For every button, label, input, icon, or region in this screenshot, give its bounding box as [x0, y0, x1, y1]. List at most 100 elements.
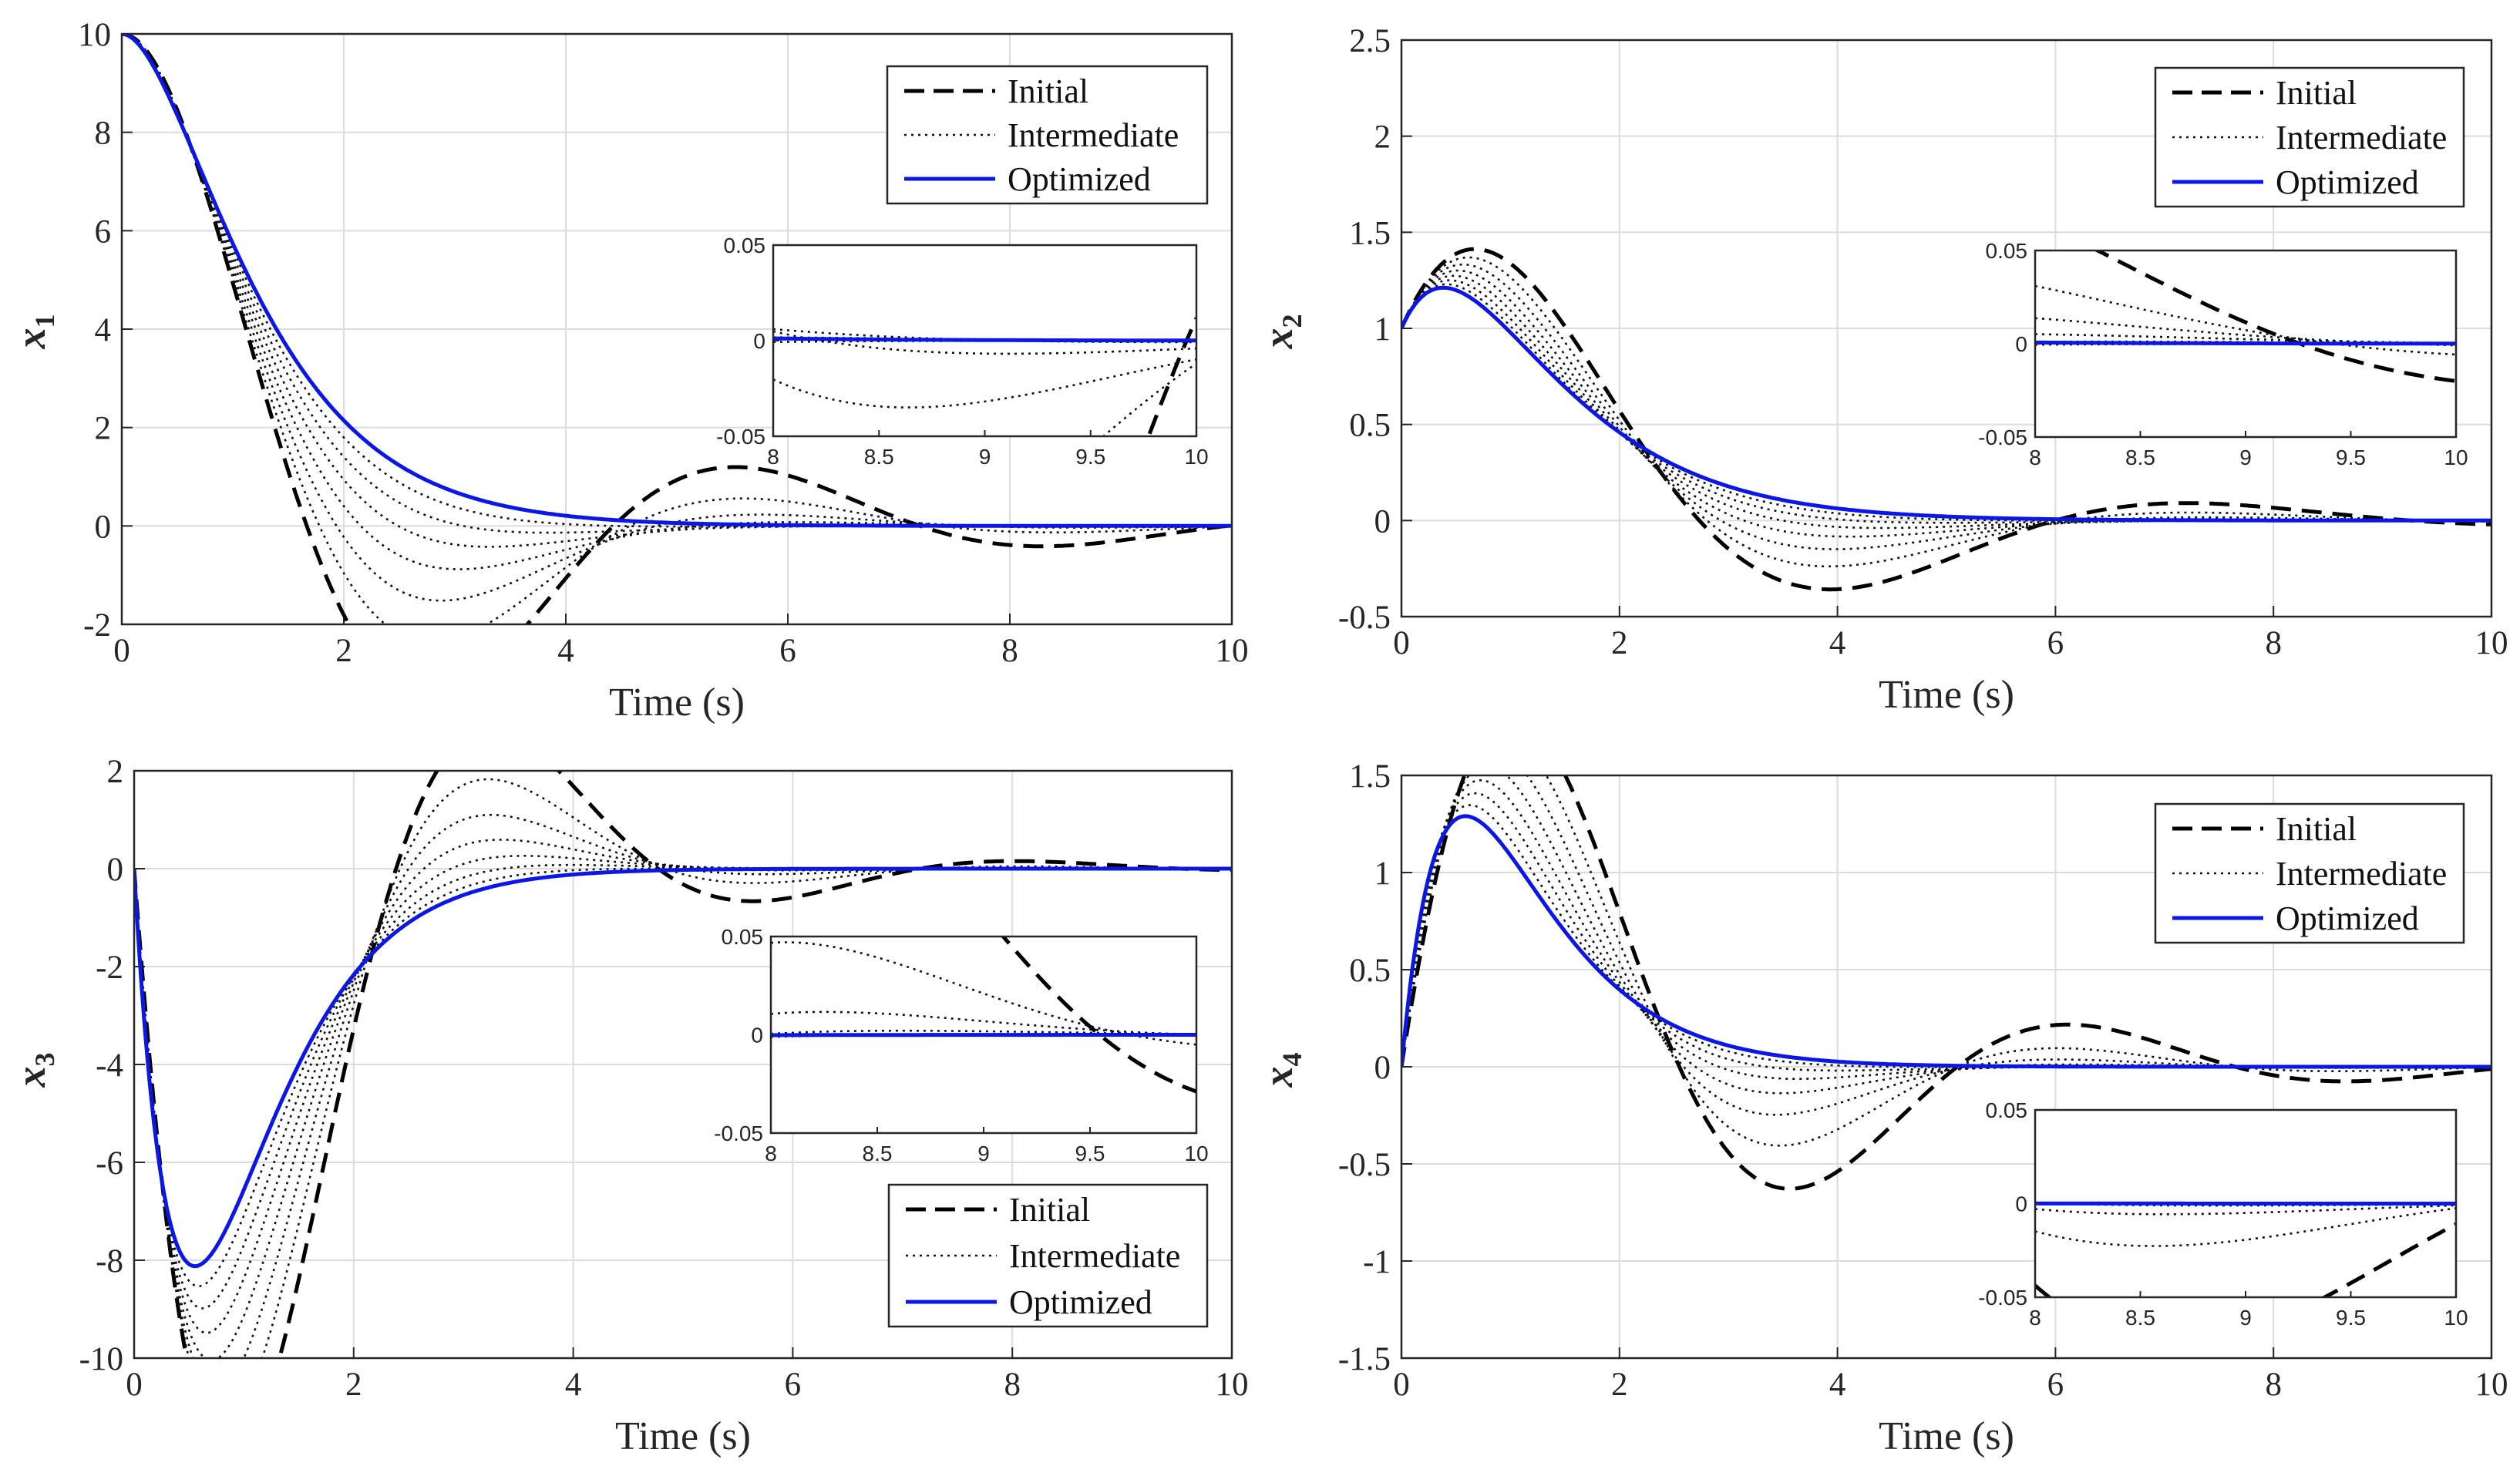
x-tick-label: 2 [1611, 1367, 1628, 1403]
inset-series-line-intermediate [773, 358, 1196, 409]
x-tick-label: 10 [1216, 633, 1249, 669]
y-tick-label: -2 [83, 607, 111, 644]
x-tick-label: 4 [557, 633, 574, 669]
x-axis-label: Time (s) [609, 681, 745, 725]
inset-x-tick-label: 9.5 [1075, 445, 1105, 469]
y-tick-label: -6 [96, 1145, 123, 1182]
x-axis-label: Time (s) [1879, 1414, 2014, 1458]
inset-y-tick-label: 0.05 [1986, 1098, 2028, 1122]
y-axis-label-subscript: 4 [1277, 1053, 1307, 1067]
y-tick-label: 2 [95, 411, 112, 447]
axes-box [1400, 774, 2493, 1360]
x-tick-label: 8 [1001, 633, 1018, 669]
inset-y-tick-label: 0.05 [1986, 239, 2028, 263]
inset-plot: 8 8.5 9 9.5 10 -0.05 0 0.05 [716, 234, 1208, 469]
chart-panel-4: 0 2 4 6 8 10 -1.5 -1 -0.5 0 0.5 1 1.5 8 8.5 9 9.5 10 -0.05… [1255, 758, 2508, 1458]
x-tick-label: 6 [2047, 1367, 2064, 1403]
inset-y-tick-label: 0.05 [724, 234, 766, 257]
series-line-intermediate [1401, 775, 2491, 1147]
inset-x-tick-label: 9.5 [2336, 446, 2366, 469]
legend-label-initial: Initial [1008, 72, 1088, 110]
legend: Initial Intermediate Optimized [2154, 802, 2465, 944]
inset-y-tick-label: 0 [753, 329, 765, 353]
inset-series-group [2035, 251, 2456, 383]
series-line-initial [134, 771, 1232, 1358]
x-tick-label: 0 [1393, 1367, 1410, 1403]
inset-x-tick-label: 8 [765, 1142, 777, 1165]
inset-y-tick-label: -0.05 [1978, 425, 2027, 449]
x-axis-label: Time (s) [1879, 673, 2014, 717]
legend: Initial Intermediate Optimized [2154, 66, 2465, 208]
inset-box [2034, 249, 2458, 439]
series-line-intermediate [1401, 792, 2491, 1072]
inset-x-tick-label: 8.5 [864, 445, 894, 469]
y-axis-label-subscript: 3 [29, 1053, 60, 1067]
y-tick-label: -8 [96, 1243, 123, 1280]
x-axis-label: Time (s) [615, 1414, 751, 1458]
x-tick-label: 8 [2265, 1367, 2282, 1403]
legend-label-optimized: Optimized [1008, 160, 1151, 198]
inset-x-tick-label: 8.5 [2125, 1306, 2155, 1330]
y-tick-label: -0.5 [1338, 1147, 1391, 1183]
inset-series-line-intermediate [2035, 1204, 2456, 1216]
inset-series-group [771, 937, 1196, 1094]
x-tick-label: 4 [1829, 625, 1846, 661]
series-group [1401, 247, 2491, 592]
y-tick-label: -10 [79, 1341, 123, 1377]
x-tick-label: 2 [345, 1367, 362, 1403]
inset-y-tick-label: -0.05 [714, 1121, 763, 1145]
y-axis-label-var: x [1255, 328, 1301, 350]
series-group [134, 771, 1232, 1358]
y-tick-label: 1.5 [1349, 758, 1391, 795]
inset-x-tick-label: 9 [977, 1142, 990, 1165]
y-tick-label: -0.5 [1338, 600, 1391, 636]
inset-series-line-intermediate [2035, 317, 2456, 347]
y-axis-label-subscript: 2 [1277, 314, 1307, 328]
inset-x-tick-label: 10 [2444, 446, 2468, 469]
series-line-initial [1401, 775, 2491, 1191]
y-axis-label-var: x [8, 328, 54, 350]
legend-label-intermediate: Intermediate [1008, 116, 1179, 154]
series-line-optimized [1401, 814, 2491, 1069]
legend-label-optimized: Optimized [2276, 900, 2419, 937]
x-tick-label: 6 [785, 1367, 802, 1403]
inset-series-line-intermediate [773, 339, 1196, 343]
inset-series-line-intermediate [773, 328, 1196, 344]
inset-x-tick-label: 8 [2029, 1306, 2041, 1330]
x-tick-label: 10 [2475, 625, 2508, 661]
x-tick-label: 4 [1829, 1367, 1846, 1403]
inset-y-tick-label: 0 [2015, 332, 2027, 356]
legend-label-initial: Initial [1009, 1191, 1090, 1229]
x-tick-label: 4 [565, 1367, 582, 1403]
inset-x-tick-label: 8 [767, 445, 779, 469]
inset-series-line-intermediate [2035, 333, 2456, 345]
x-tick-label: 10 [1216, 1367, 1249, 1403]
inset-y-tick-label: 0 [751, 1024, 763, 1048]
inset-x-tick-label: 9 [979, 445, 991, 469]
inset-series-line-intermediate [773, 330, 1196, 355]
series-line-optimized [134, 866, 1232, 1269]
y-tick-label: -1 [1363, 1244, 1391, 1280]
y-axis-label-subscript: 1 [29, 314, 60, 328]
series-line-intermediate [134, 839, 1232, 1358]
x-tick-label: 8 [1004, 1367, 1021, 1403]
y-tick-label: 2.5 [1349, 23, 1391, 59]
inset-box [772, 244, 1198, 438]
chart-panel-3: 0 2 4 6 8 10 -10 -8 -6 -4 -2 0 2 8 8.5 9 9.5 10 -0.05 0 0.05… [8, 754, 1249, 1458]
series-line-intermediate [1401, 263, 2491, 550]
x-tick-label: 6 [779, 633, 796, 669]
y-tick-label: 0 [107, 852, 124, 888]
series-line-initial [1401, 247, 2491, 592]
legend: Initial Intermediate Optimized [886, 65, 1209, 205]
legend-label-initial: Initial [2276, 74, 2357, 112]
x-tick-label: 0 [1393, 625, 1410, 661]
x-tick-label: 2 [1611, 625, 1628, 661]
axes-box [1400, 39, 2493, 618]
y-tick-label: 8 [95, 116, 112, 152]
axes-box [133, 769, 1233, 1360]
inset-series-group [773, 317, 1196, 436]
inset-x-tick-label: 10 [1184, 445, 1208, 469]
inset-x-tick-label: 8 [2029, 446, 2041, 469]
